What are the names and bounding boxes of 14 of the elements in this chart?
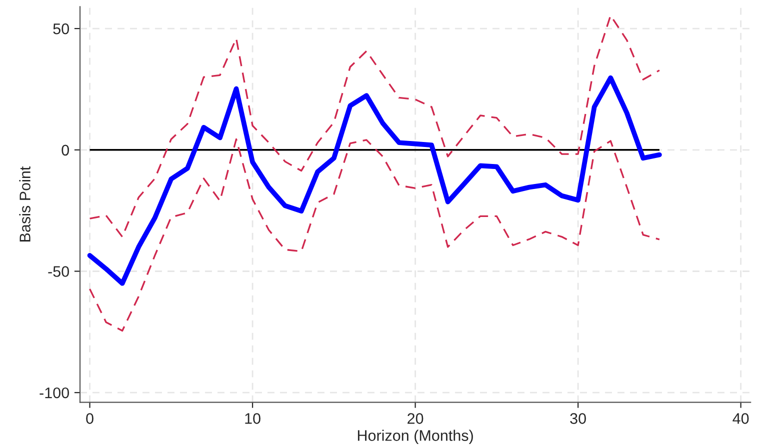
x-tick-label: 30 <box>570 413 586 424</box>
y-tick-label: 0 <box>62 144 69 156</box>
y-tick-label: -50 <box>48 266 69 277</box>
x-axis-title: Horizon (Months) <box>358 430 473 444</box>
y-axis-title: Basis Point <box>19 166 30 242</box>
x-tick-label: 0 <box>86 413 94 424</box>
y-tick-label: 50 <box>53 23 69 34</box>
line-series <box>88 14 660 238</box>
x-tick-label: 20 <box>408 413 424 424</box>
line-series <box>88 138 660 332</box>
x-tick-label: 40 <box>732 413 749 424</box>
x-tick-label: 10 <box>245 413 260 424</box>
y-tick-label: -100 <box>40 387 69 398</box>
line-series <box>87 75 662 286</box>
